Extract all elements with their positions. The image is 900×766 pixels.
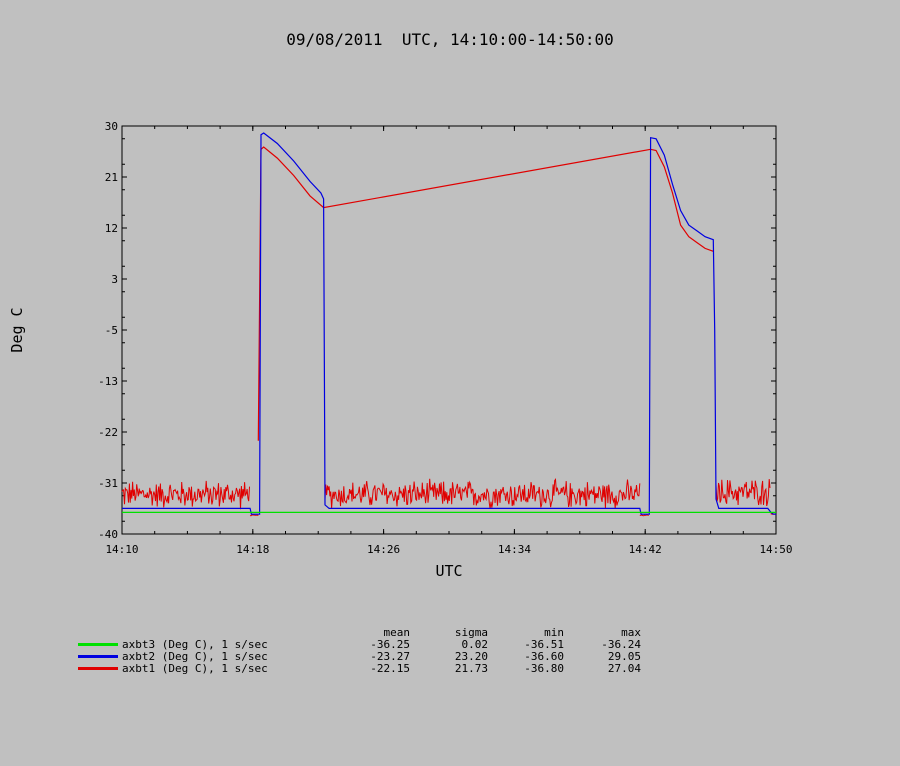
chart-title: 09/08/2011 UTC, 14:10:00-14:50:00 <box>286 30 614 49</box>
line-chart: 30 21 12 3 -5 -13 -22 -31 -40 14:10 14:18 14:26 14:3… <box>8 120 793 580</box>
legend-name-axbt1: axbt1 (Deg C), 1 s/sec <box>122 662 268 675</box>
y-tick-label: 21 <box>105 171 118 184</box>
legend-mean-axbt1: -22.15 <box>370 662 410 675</box>
legend-sigma-axbt3: 0.02 <box>461 638 489 651</box>
y-tick-label: 12 <box>105 222 118 235</box>
legend-min-axbt3: -36.51 <box>524 638 564 651</box>
x-tick-label: 14:10 <box>105 543 138 556</box>
series-layer <box>121 132 776 517</box>
legend-mean-axbt3: -36.25 <box>370 638 410 651</box>
legend-swatch-axbt2 <box>78 655 118 658</box>
y-tick-label: -40 <box>98 528 118 541</box>
legend-mean-axbt2: -23.27 <box>370 650 410 663</box>
x-tick-label: 14:34 <box>498 543 531 556</box>
legend-row-axbt1: axbt1 (Deg C), 1 s/sec -22.15 21.73 -36.… <box>78 662 641 675</box>
y-tick-label: 30 <box>105 120 118 133</box>
y-tick-label: -31 <box>98 477 118 490</box>
legend-row-axbt3: axbt3 (Deg C), 1 s/sec -36.25 0.02 -36.5… <box>78 638 641 651</box>
legend-name-axbt3: axbt3 (Deg C), 1 s/sec <box>122 638 268 651</box>
x-tick-label: 14:18 <box>236 543 269 556</box>
x-tick-label: 14:26 <box>367 543 400 556</box>
legend-name-axbt2: axbt2 (Deg C), 1 s/sec <box>122 650 268 663</box>
series-axbt1-noise <box>249 514 259 517</box>
y-tick-label: 3 <box>111 273 118 286</box>
legend-header: mean sigma min max <box>78 626 642 639</box>
series-axbt1-noise <box>121 480 250 510</box>
series-axbt2-line <box>122 132 776 515</box>
legend-min-axbt2: -36.60 <box>524 650 564 663</box>
legend-min-axbt1: -36.80 <box>524 662 564 675</box>
series-axbt1-noise <box>715 479 771 507</box>
legend-row-axbt2: axbt2 (Deg C), 1 s/sec -23.27 23.20 -36.… <box>78 650 641 663</box>
y-axis-label: Deg C <box>8 307 26 352</box>
legend-header-sigma: sigma <box>454 626 488 639</box>
series-axbt1-noise <box>639 514 649 517</box>
x-axis-label: UTC <box>435 562 462 580</box>
legend-sigma-axbt1: 21.73 <box>454 662 488 675</box>
legend: mean sigma min max axbt3 (Deg C), 1 s/se… <box>78 626 642 675</box>
legend-header-min: min <box>544 626 564 639</box>
y-tick-label: -5 <box>105 324 118 337</box>
legend-max-axbt3: -36.24 <box>601 638 641 651</box>
axes: 30 21 12 3 -5 -13 -22 -31 -40 14:10 14:18 14:26 14:3… <box>98 120 792 556</box>
legend-sigma-axbt2: 23.20 <box>454 650 488 663</box>
y-tick-label: -13 <box>98 375 118 388</box>
legend-header-max: max <box>621 626 641 639</box>
y-tick-label: -22 <box>98 426 118 439</box>
legend-max-axbt2: 29.05 <box>607 650 641 663</box>
legend-max-axbt1: 27.04 <box>607 662 641 675</box>
legend-swatch-axbt3 <box>78 643 118 646</box>
series-axbt1-line <box>257 146 714 441</box>
plot-area <box>121 125 777 535</box>
series-axbt1-noise <box>324 478 641 509</box>
legend-swatch-axbt1 <box>78 667 118 670</box>
x-tick-label: 14:50 <box>759 543 792 556</box>
legend-header-mean: mean <box>383 626 411 639</box>
x-tick-label: 14:42 <box>629 543 662 556</box>
